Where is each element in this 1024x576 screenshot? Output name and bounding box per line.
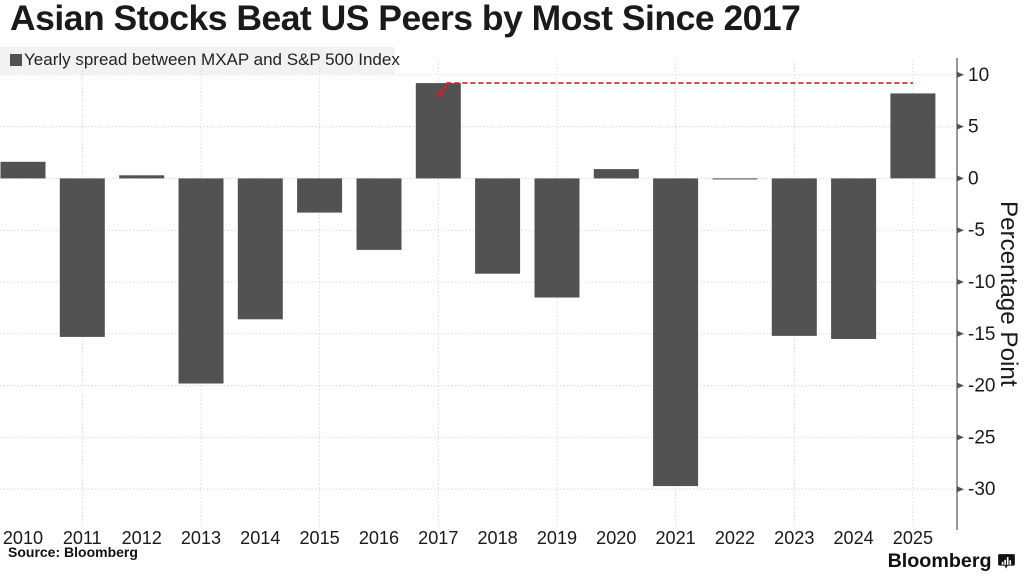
svg-text:2024: 2024 (833, 528, 873, 548)
svg-text:-5: -5 (968, 220, 985, 241)
svg-text:2017: 2017 (418, 528, 458, 548)
svg-text:2023: 2023 (774, 528, 814, 548)
svg-text:2021: 2021 (655, 528, 695, 548)
svg-text:2022: 2022 (715, 528, 755, 548)
svg-text:2018: 2018 (477, 528, 517, 548)
svg-text:-30: -30 (968, 479, 995, 500)
svg-text:2020: 2020 (596, 528, 636, 548)
svg-text:5: 5 (968, 117, 979, 138)
svg-text:-10: -10 (968, 272, 995, 293)
svg-text:2015: 2015 (299, 528, 339, 548)
svg-text:-20: -20 (968, 376, 995, 397)
svg-text:2013: 2013 (181, 528, 221, 548)
svg-text:2025: 2025 (893, 528, 933, 548)
svg-text:2019: 2019 (537, 528, 577, 548)
svg-text:2014: 2014 (240, 528, 280, 548)
svg-text:0: 0 (968, 168, 979, 189)
svg-text:2016: 2016 (359, 528, 399, 548)
svg-text:-15: -15 (968, 324, 995, 345)
svg-text:10: 10 (968, 65, 989, 86)
svg-text:-25: -25 (968, 427, 995, 448)
